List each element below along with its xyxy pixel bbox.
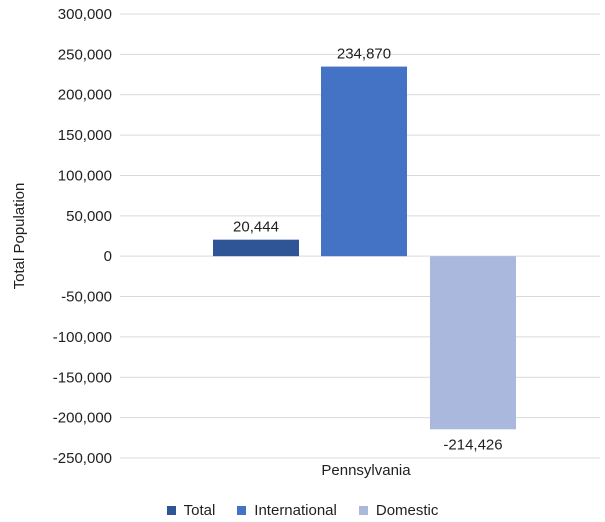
legend-label-domestic: Domestic (375, 501, 439, 519)
y-axis-label: Total Population (11, 183, 28, 290)
bars (213, 66, 516, 430)
y-tick-label: 0 (104, 248, 112, 265)
legend-swatch-international (237, 505, 247, 515)
x-axis-label: Pennsylvania (321, 462, 411, 479)
y-tick-label: 200,000 (58, 87, 112, 104)
legend-swatch-domestic (358, 505, 368, 515)
data-label-total: 20,444 (233, 219, 279, 236)
data-label-domestic: -214,426 (443, 436, 502, 453)
legend-item-international: International (237, 502, 337, 519)
y-tick-label: 250,000 (58, 46, 112, 63)
legend-label-total: Total (183, 501, 216, 519)
y-axis-ticks: 300,000 250,000 200,000 150,000 100,000 50,00… (53, 6, 112, 467)
legend-item-total: Total (166, 501, 216, 519)
y-tick-label: 300,000 (58, 6, 112, 23)
legend-label-international: International (254, 501, 337, 519)
y-tick-label: -250,000 (53, 450, 112, 467)
bar-international (321, 66, 407, 257)
legend-swatch-total (166, 505, 176, 515)
bar-domestic (430, 256, 516, 430)
data-label-international: 234,870 (337, 46, 391, 63)
bar-total (213, 239, 299, 257)
y-tick-label: 150,000 (58, 127, 112, 144)
y-tick-label: 100,000 (58, 167, 112, 184)
y-tick-label: -50,000 (61, 289, 112, 306)
y-tick-label: -150,000 (53, 369, 112, 386)
legend-item-domestic: Domestic (358, 501, 439, 519)
legend: Total International Domestic (0, 500, 605, 520)
y-tick-label: -100,000 (53, 329, 112, 346)
data-labels: 20,444 234,870 -214,426 (233, 46, 503, 454)
y-tick-label: -200,000 (53, 410, 112, 427)
y-tick-label: 50,000 (66, 208, 112, 225)
